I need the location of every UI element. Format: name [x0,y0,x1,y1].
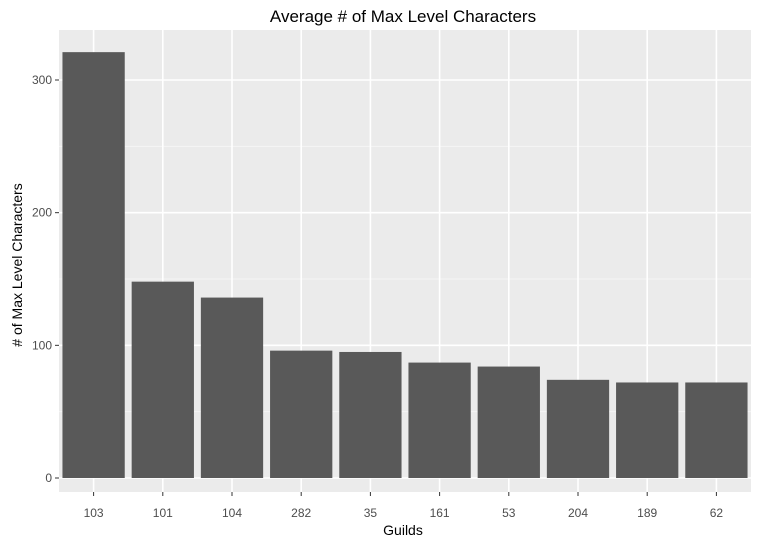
y-tick-label: 100 [32,338,52,352]
bar-161 [408,362,471,478]
bar-62 [685,382,748,478]
y-tick-label: 200 [32,206,52,220]
bar-101 [131,281,194,478]
bar-104 [200,297,264,478]
y-axis-ticks: 0 100 200 300 [32,73,59,485]
bars [62,52,748,478]
x-tick-label: 104 [222,506,242,520]
bar-103 [62,52,125,478]
x-axis-ticks: 103 101 104 282 35 161 53 204 189 62 [84,492,724,520]
x-tick-label: 161 [430,506,450,520]
x-tick-label: 53 [502,506,516,520]
y-tick-label: 0 [45,471,52,485]
x-tick-label: 101 [153,506,173,520]
x-tick-label: 103 [84,506,104,520]
y-tick-label: 300 [32,73,52,87]
bar-35 [339,351,402,478]
x-tick-label: 35 [364,506,378,520]
bar-189 [616,382,679,478]
bar-53 [477,366,540,478]
bar-204 [546,379,610,478]
bar-282 [270,350,333,478]
x-tick-label: 62 [710,506,724,520]
x-tick-label: 282 [291,506,311,520]
chart-title: Average # of Max Level Characters [270,7,536,26]
x-axis-title: Guilds [383,522,423,538]
x-tick-label: 189 [637,506,657,520]
x-tick-label: 204 [568,506,588,520]
y-axis-title: # of Max Level Characters [9,183,25,346]
